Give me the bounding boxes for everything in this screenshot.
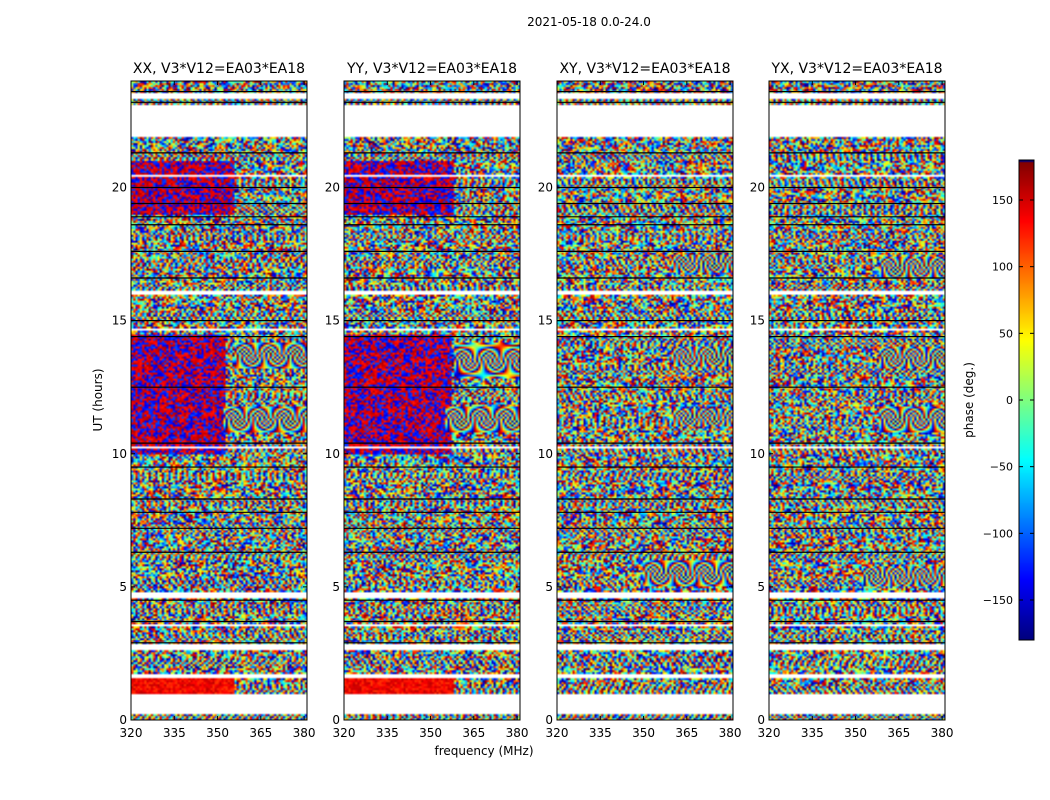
y-tick-label: 20 [325,181,340,195]
colorbar-label: phase (deg.) [962,362,976,438]
y-tick-label: 5 [545,580,553,594]
y-tick-label: 5 [757,580,765,594]
y-tick-label: 10 [538,447,553,461]
x-tick-label: 380 [293,726,316,740]
axes-frame [556,80,734,721]
x-tick-label: 380 [931,726,954,740]
x-tick-label: 350 [632,726,655,740]
x-tick-label: 320 [758,726,781,740]
y-tick-label: 20 [750,181,765,195]
x-axis-label: frequency (MHz) [434,744,533,758]
heatmap-image-xx [131,81,307,720]
heatmap-image-yy [344,81,520,720]
y-tick-label: 10 [112,447,127,461]
x-tick-label: 380 [719,726,742,740]
panel-title-xx: XX, V3*V12=EA03*EA18 [133,61,305,77]
y-tick-label: 10 [750,447,765,461]
panel-title-yy: YY, V3*V12=EA03*EA18 [346,61,517,77]
y-tick-label: 0 [545,713,553,727]
heatmap-image-yx [769,81,945,720]
heatmap-image-xy [557,81,733,720]
y-tick-label: 15 [750,314,765,328]
x-tick-label: 365 [462,726,485,740]
y-tick-label: 20 [538,181,553,195]
x-tick-label: 335 [376,726,399,740]
y-tick-label: 0 [119,713,127,727]
panel-yy: YY, V3*V12=EA03*EA18 frequency (MHz) [344,61,534,758]
x-tick-label: 365 [675,726,698,740]
axes-frame [343,80,521,721]
colorbar-tick-label: −100 [983,527,1013,540]
x-tick-label: 365 [887,726,910,740]
colorbar-tick-label: 0 [1006,394,1013,407]
y-tick-label: 5 [119,580,127,594]
x-tick-label: 350 [419,726,442,740]
colorbar: phase (deg.) 150 100 50 0 −50 −100 −150 [962,159,1035,641]
x-tick-label: 335 [801,726,824,740]
y-tick-label: 10 [325,447,340,461]
y-tick-label: 15 [325,314,340,328]
x-tick-label: 320 [333,726,356,740]
x-tick-label: 320 [120,726,143,740]
colorbar-tick-label: 150 [992,194,1013,207]
colorbar-tick-label: −150 [983,594,1013,607]
y-tick-label: 0 [332,713,340,727]
y-tick-label: 15 [112,314,127,328]
x-tick-label: 335 [163,726,186,740]
colorbar-gradient [1019,160,1034,640]
panel-title-xy: XY, V3*V12=EA03*EA18 [559,61,730,77]
y-axis-label: UT (hours) [91,368,105,431]
y-tick-label: 15 [538,314,553,328]
axes-frame [768,80,946,721]
y-tick-label: 5 [332,580,340,594]
y-tick-label: 20 [112,181,127,195]
colorbar-tick-label: 50 [999,327,1013,340]
x-tick-label: 380 [506,726,529,740]
colorbar-tick-label: 100 [992,261,1013,274]
x-tick-label: 335 [589,726,612,740]
x-tick-label: 320 [546,726,569,740]
axes-frame [130,80,308,721]
colorbar-tick-label: −50 [990,461,1013,474]
x-tick-label: 350 [206,726,229,740]
x-tick-label: 365 [249,726,272,740]
figure-suptitle: 2021-05-18 0.0-24.0 [527,15,651,29]
panel-title-yx: YX, V3*V12=EA03*EA18 [770,61,942,77]
colorbar-ticks: 150 100 50 0 −50 −100 −150 [983,194,1034,607]
y-tick-label: 0 [757,713,765,727]
x-tick-label: 350 [844,726,867,740]
